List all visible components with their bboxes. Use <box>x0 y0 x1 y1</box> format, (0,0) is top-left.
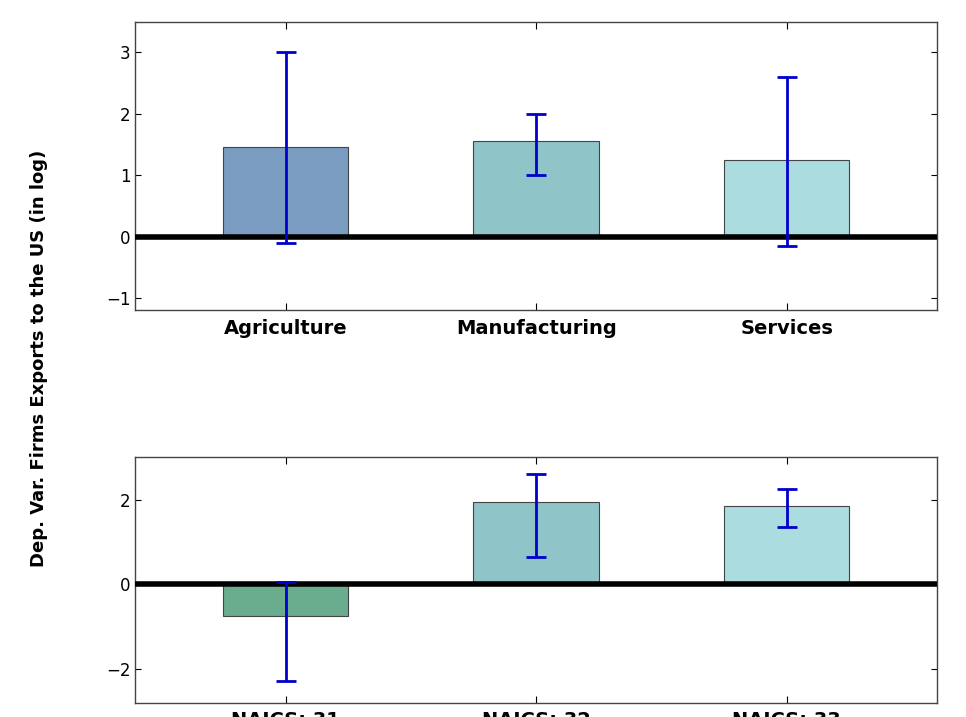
Bar <box>473 502 599 584</box>
Bar <box>473 141 599 237</box>
Bar <box>223 148 348 237</box>
Bar <box>724 160 849 237</box>
Bar <box>724 506 849 584</box>
Text: Dep. Var. Firms Exports to the US (in log): Dep. Var. Firms Exports to the US (in lo… <box>30 150 47 567</box>
Bar <box>223 584 348 616</box>
